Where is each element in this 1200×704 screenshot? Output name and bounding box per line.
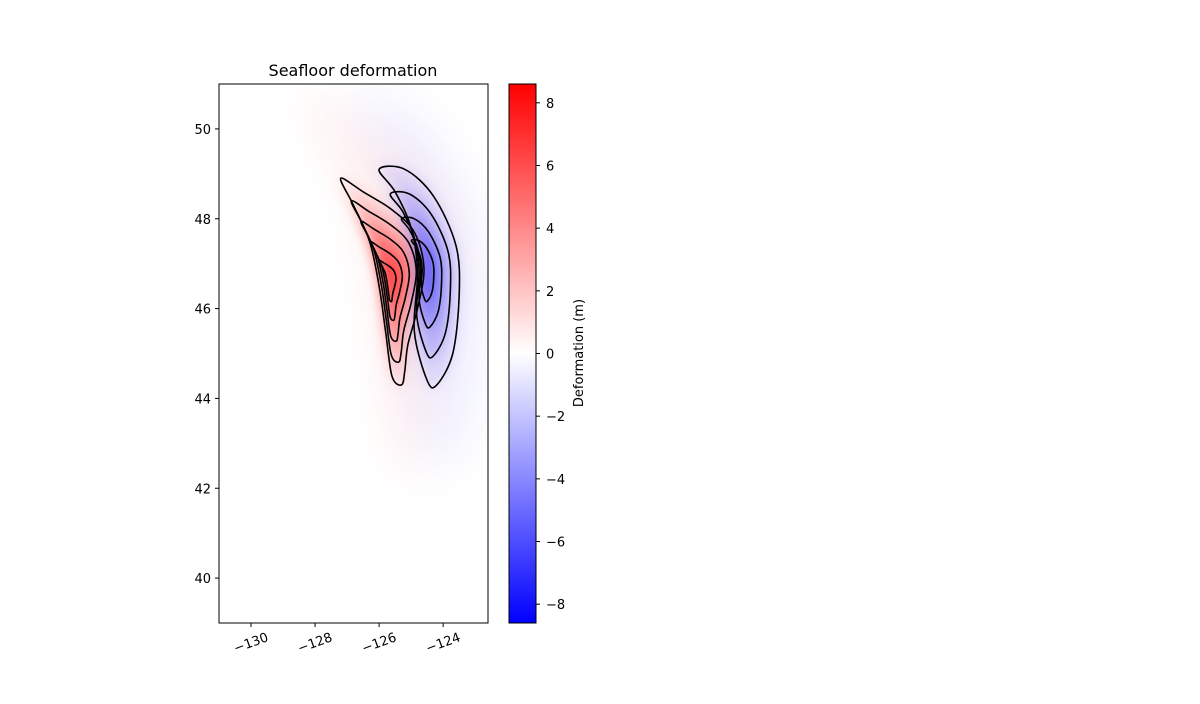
colorbar-tick-label: −2: [546, 410, 565, 425]
x-tick-label: −130: [232, 630, 271, 656]
plot-frame: [218, 83, 489, 624]
uplift-contour: [369, 240, 404, 322]
colorbar-tick-label: 2: [546, 285, 554, 300]
colorbar-tick-label: 8: [546, 97, 554, 112]
colorbar-tick-label: −8: [546, 598, 565, 613]
x-axis: −130 −128 −126 −124: [232, 623, 463, 657]
y-tick-label: 40: [194, 572, 211, 587]
uplift-contour: [378, 259, 397, 303]
y-axis: 40 42 44 46 48 50: [194, 123, 219, 587]
uplift-contour: [339, 177, 425, 386]
x-tick-label: −126: [360, 630, 399, 656]
y-tick-label: 46: [194, 303, 211, 318]
y-tick-label: 50: [194, 123, 211, 138]
colorbar-tick-label: 6: [546, 159, 554, 174]
contour-lines: [339, 165, 461, 389]
colorbar-tick-label: −6: [546, 536, 565, 551]
chart-title: Seafloor deformation: [269, 61, 438, 80]
x-tick-label: −124: [424, 630, 463, 656]
colorbar: [508, 83, 537, 624]
colorbar-axis: −8 −6 −4 −2 0 2 4 6 8: [536, 97, 565, 613]
uplift-contour: [350, 199, 418, 363]
colorbar-tick-label: 0: [546, 348, 554, 363]
y-tick-label: 44: [194, 392, 211, 407]
subsidence-contour: [410, 238, 435, 303]
colorbar-tick-label: −4: [546, 473, 565, 488]
x-tick-label: −128: [296, 630, 335, 656]
colorbar-label: Deformation (m): [572, 299, 587, 407]
y-tick-label: 42: [194, 482, 211, 497]
colorbar-tick-label: 4: [546, 222, 554, 237]
uplift-contour: [360, 220, 411, 343]
subsidence-contour: [400, 216, 443, 329]
y-tick-label: 48: [194, 213, 211, 228]
